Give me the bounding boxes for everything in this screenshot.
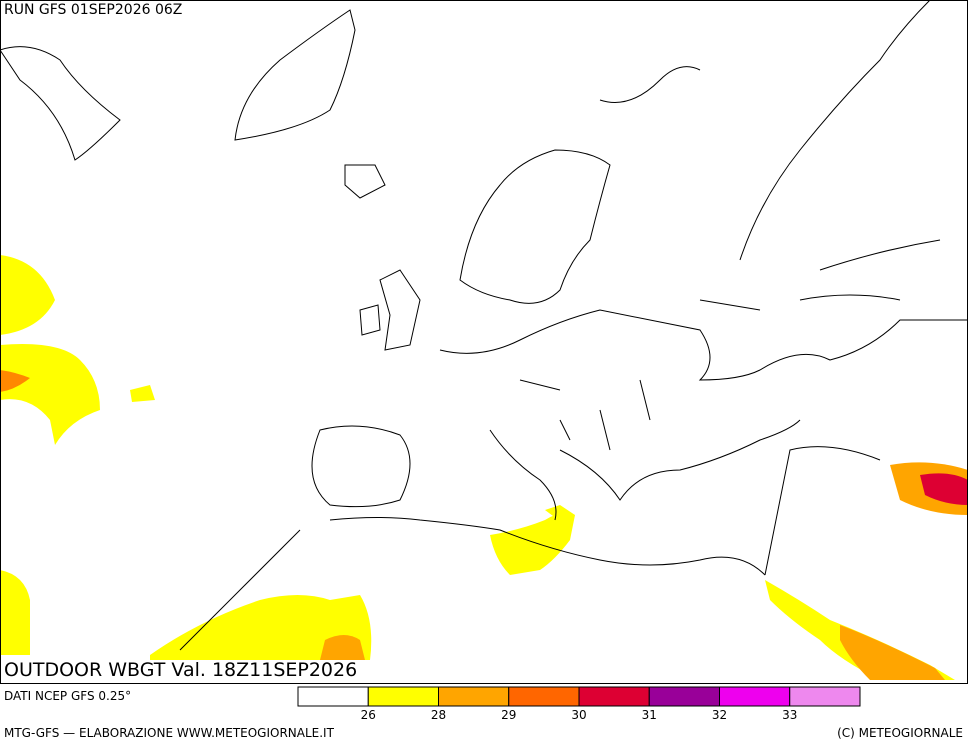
coastlines [0,0,968,651]
legend-label: 28 [431,708,446,722]
legend-swatch [508,686,580,707]
map-frame [0,0,968,684]
legend-swatch [789,686,861,707]
legend-swatch [297,686,369,707]
legend-swatch [648,686,720,707]
map-title: OUTDOOR WBGT Val. 18Z11SEP2026 [4,659,357,681]
legend-swatch [578,686,650,707]
legend-label: 31 [642,708,657,722]
legend-label: 30 [571,708,586,722]
map-fields [0,255,968,680]
legend-swatch [367,686,439,707]
color-legend: 26 28 29 30 31 32 33 [297,686,861,722]
footer-left: MTG-GFS — ELABORAZIONE WWW.METEOGIORNALE… [4,726,335,740]
legend-swatch [719,686,791,707]
legend-label: 32 [712,708,727,722]
legend-label: 26 [361,708,376,722]
data-source: DATI NCEP GFS 0.25° [4,689,131,703]
legend-label: 29 [501,708,516,722]
legend-label: 33 [782,708,797,722]
run-label: RUN GFS 01SEP2026 06Z [4,2,182,18]
footer-right: (C) METEOGIORNALE [837,726,963,740]
legend-swatch [438,686,510,707]
